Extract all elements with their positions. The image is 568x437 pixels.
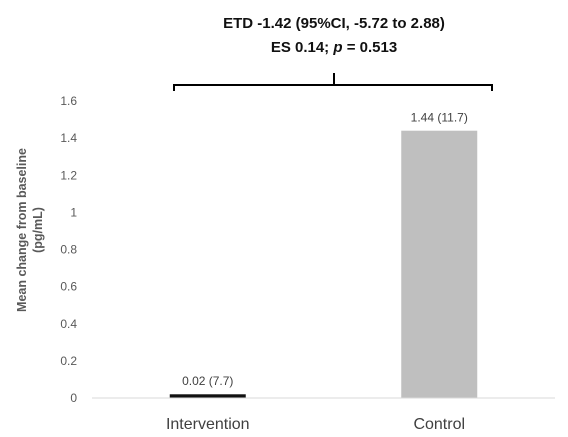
y-tick-label: 1.6 xyxy=(60,94,77,108)
y-axis-title-line-1: Mean change from baseline xyxy=(15,148,29,312)
y-axis-title-line-2: (pg/mL) xyxy=(31,207,45,253)
bar-intervention xyxy=(169,394,246,399)
annotation-line-1: ETD -1.42 (95%CI, -5.72 to 2.88) xyxy=(223,15,445,32)
annotation-line-2-prefix: ES 0.14; xyxy=(271,39,334,56)
annotation-line-2-suffix: = 0.513 xyxy=(343,39,398,56)
y-tick-label: 1 xyxy=(70,205,77,219)
x-category-label: Control xyxy=(413,416,465,433)
annotation-line-2: ES 0.14; p = 0.513 xyxy=(271,39,397,56)
comparison-bracket xyxy=(173,73,493,91)
y-tick-label: 0.4 xyxy=(60,317,77,331)
y-tick-label: 1.2 xyxy=(60,168,77,182)
y-axis-ticks: 0 0.2 0.4 0.6 0.8 1 1.2 1.4 1.6 xyxy=(60,94,77,405)
category-labels: Intervention Control xyxy=(166,416,465,433)
y-tick-label: 0.2 xyxy=(60,354,77,368)
bar-control xyxy=(401,130,478,398)
data-label: 1.44 (11.7) xyxy=(411,111,468,125)
y-tick-label: 0 xyxy=(70,391,77,405)
x-category-label: Intervention xyxy=(166,416,250,433)
bars xyxy=(169,130,478,399)
annotation-p-symbol: p xyxy=(332,39,342,56)
y-tick-label: 0.8 xyxy=(60,243,77,257)
y-tick-label: 1.4 xyxy=(60,131,77,145)
data-labels: 0.02 (7.7) 1.44 (11.7) xyxy=(182,111,468,388)
y-tick-label: 0.6 xyxy=(60,280,77,294)
data-label: 0.02 (7.7) xyxy=(182,374,233,388)
